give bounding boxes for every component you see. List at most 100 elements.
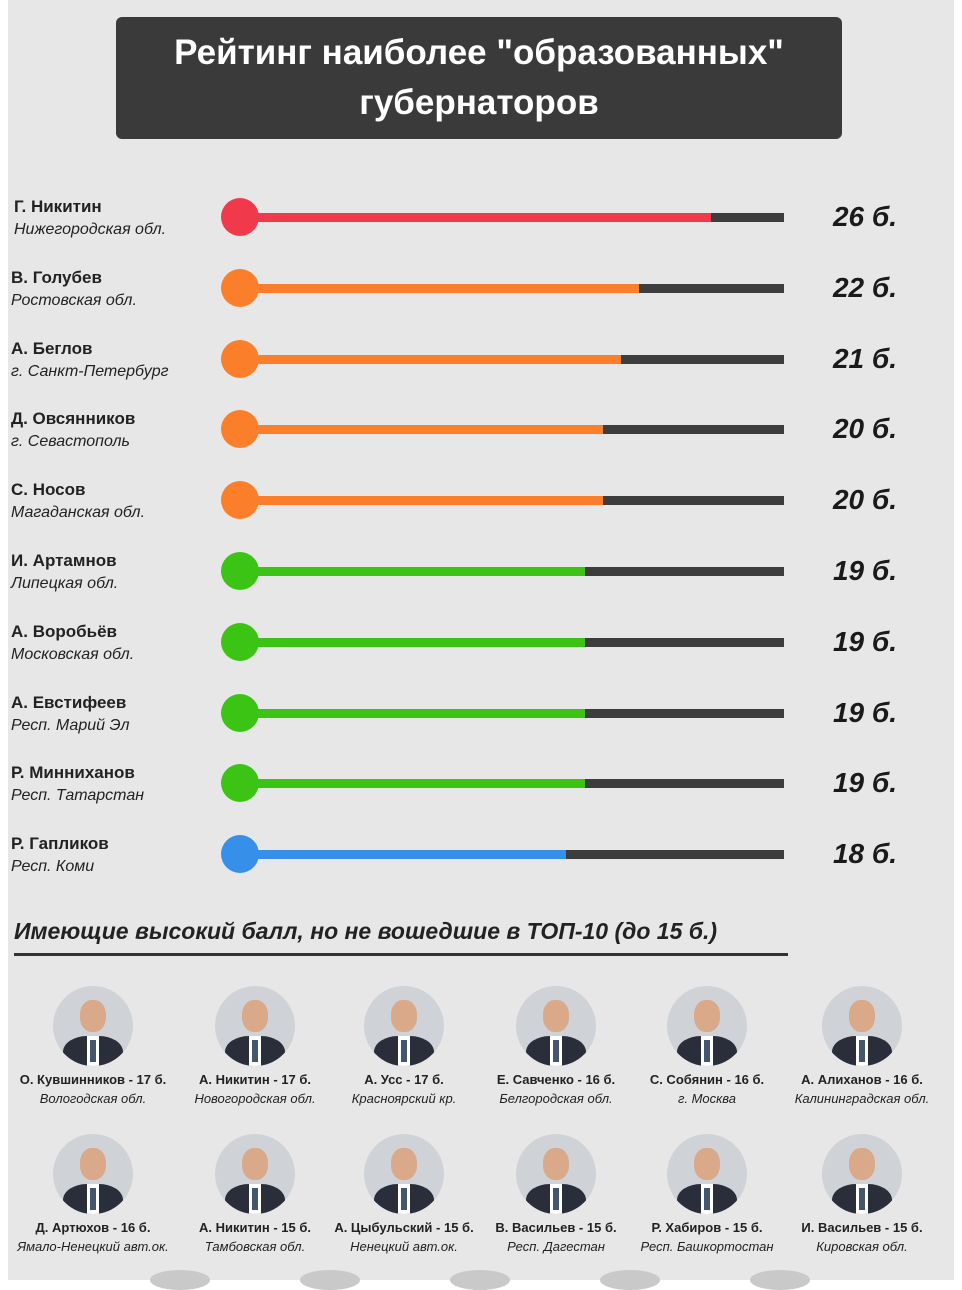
next-row-peek [0, 1270, 962, 1290]
governor-portrait [516, 1134, 596, 1214]
bar-track [240, 567, 784, 576]
bar-fill [240, 496, 603, 506]
bar-fill [240, 708, 585, 718]
governor-card: Д. Артюхов - 16 б. Ямало-Ненецкий авт.ок. [13, 1134, 173, 1254]
governor-name: А. Беглов [11, 338, 93, 358]
title-line-2: губернаторов [359, 83, 599, 122]
bar-track [240, 354, 784, 364]
score-label: 21 б. [832, 342, 898, 374]
governor-region: Магаданская обл. [11, 504, 146, 522]
score-label: 19 б. [832, 696, 898, 728]
governor-region: Респ. Дагестан [507, 1239, 605, 1254]
others-heading-underline [14, 953, 788, 956]
bar-fill [240, 567, 585, 576]
governor-card: А. Алиханов - 16 б. Калининградская обл. [782, 986, 942, 1106]
bar-fill [240, 283, 639, 293]
governor-card: И. Васильев - 15 б. Кировская обл. [782, 1134, 942, 1254]
governor-region: Ростовская обл. [11, 291, 137, 309]
bar-fill [240, 850, 566, 860]
bar-track [240, 779, 784, 789]
governor-region: Белгородская обл. [499, 1091, 613, 1106]
governor-region: Респ. Башкортостан [640, 1239, 774, 1254]
governor-score-label: С. Собянин - 16 б. [649, 1072, 765, 1087]
governor-portrait [667, 1134, 747, 1214]
bar-fill [240, 425, 603, 435]
score-label: 19 б. [832, 555, 898, 586]
governor-region: Московская обл. [11, 645, 135, 663]
governor-portrait [667, 986, 747, 1066]
governor-score-label: А. Никитин - 15 б. [199, 1220, 311, 1235]
governor-region: Ямало-Ненецкий авт.ок. [17, 1239, 169, 1254]
bar-start-dot [221, 268, 259, 307]
governor-portrait [364, 986, 444, 1066]
governor-portrait [215, 1134, 295, 1214]
bar-track [240, 850, 784, 860]
governor-card: А. Никитин - 17 б. Новогородская обл. [175, 986, 335, 1106]
governor-score-label: А. Алиханов - 16 б. [801, 1072, 923, 1087]
governor-score-label: Р. Хабиров - 15 б. [651, 1220, 763, 1235]
title-banner: Рейтинг наиболее "образованных" губернат… [116, 17, 842, 139]
governor-region: г. Санкт-Петербург [11, 362, 169, 380]
avatar-peek [600, 1270, 660, 1290]
governor-portrait [215, 986, 295, 1066]
governor-card: Е. Савченко - 16 б. Белгородская обл. [476, 986, 636, 1106]
avatar-peek [300, 1270, 360, 1290]
governor-name: С. Носов [11, 480, 86, 500]
bar-start-dot [221, 764, 259, 803]
bar-start-dot [221, 552, 259, 590]
governor-region: Респ. Марий Эл [11, 716, 130, 734]
bar-fill [240, 213, 711, 222]
score-label: 20 б. [832, 413, 898, 445]
governor-region: Калининградская обл. [794, 1091, 930, 1106]
bar-fill [240, 637, 585, 647]
governor-card: С. Собянин - 16 б. г. Москва [627, 986, 787, 1106]
governor-card: В. Васильев - 15 б. Респ. Дагестан [476, 1134, 636, 1254]
bar-start-dot [221, 693, 259, 732]
governor-region: Тамбовская обл. [204, 1239, 306, 1254]
bar-track [240, 283, 784, 293]
bar-track [240, 708, 784, 718]
governor-name: Р. Минниханов [11, 763, 135, 783]
governor-card: А. Цыбульский - 15 б. Ненецкий авт.ок. [324, 1134, 484, 1254]
governor-region: Респ. Коми [11, 858, 95, 876]
rating-chart: Г. Никитин Нижегородская обл. 26 б. В. Голу… [11, 197, 898, 876]
bar-start-dot [221, 198, 259, 236]
governor-portrait [53, 1134, 133, 1214]
bar-fill [240, 354, 621, 364]
governor-region: Нижегородская обл. [14, 221, 167, 238]
governor-card: О. Кувшинников - 17 б. Вологодская обл. [13, 986, 173, 1106]
governor-portrait [822, 986, 902, 1066]
governor-score-label: А. Усс - 17 б. [364, 1072, 444, 1087]
governor-score-label: Д. Артюхов - 16 б. [35, 1220, 151, 1235]
title-line-1: Рейтинг наиболее "образованных" [174, 33, 784, 72]
governor-region: Кировская обл. [816, 1239, 908, 1254]
score-label: 26 б. [832, 201, 898, 232]
score-label: 18 б. [832, 838, 898, 870]
bar-track [240, 637, 784, 647]
governor-score-label: Е. Савченко - 16 б. [496, 1072, 616, 1087]
governor-region: Респ. Татарстан [11, 787, 145, 805]
governor-region: Новогородская обл. [194, 1091, 316, 1106]
governor-region: г. Москва [677, 1091, 737, 1106]
bar-start-dot [221, 481, 259, 520]
bar-start-dot [221, 622, 259, 661]
governor-score-label: В. Васильев - 15 б. [495, 1220, 617, 1235]
governor-name: Г. Никитин [14, 197, 102, 216]
bar-track [240, 425, 784, 435]
governor-card: А. Никитин - 15 б. Тамбовская обл. [175, 1134, 335, 1254]
score-label: 19 б. [832, 767, 898, 799]
others-heading: Имеющие высокий балл, но не вошедшие в Т… [14, 918, 718, 944]
governor-region: Красноярский кр. [351, 1091, 457, 1106]
governor-region: Липецкая обл. [11, 575, 119, 592]
avatar-peek [150, 1270, 210, 1290]
score-label: 20 б. [832, 484, 898, 516]
governor-region: Вологодская обл. [39, 1091, 147, 1106]
governor-portrait [53, 986, 133, 1066]
bar-start-dot [221, 339, 259, 378]
bar-track [240, 496, 784, 506]
governor-score-label: О. Кувшинников - 17 б. [19, 1072, 167, 1087]
governor-name: Д. Овсянников [11, 409, 136, 429]
governor-portrait [822, 1134, 902, 1214]
bar-start-dot [221, 410, 259, 449]
governor-name: И. Артамнов [11, 551, 117, 570]
